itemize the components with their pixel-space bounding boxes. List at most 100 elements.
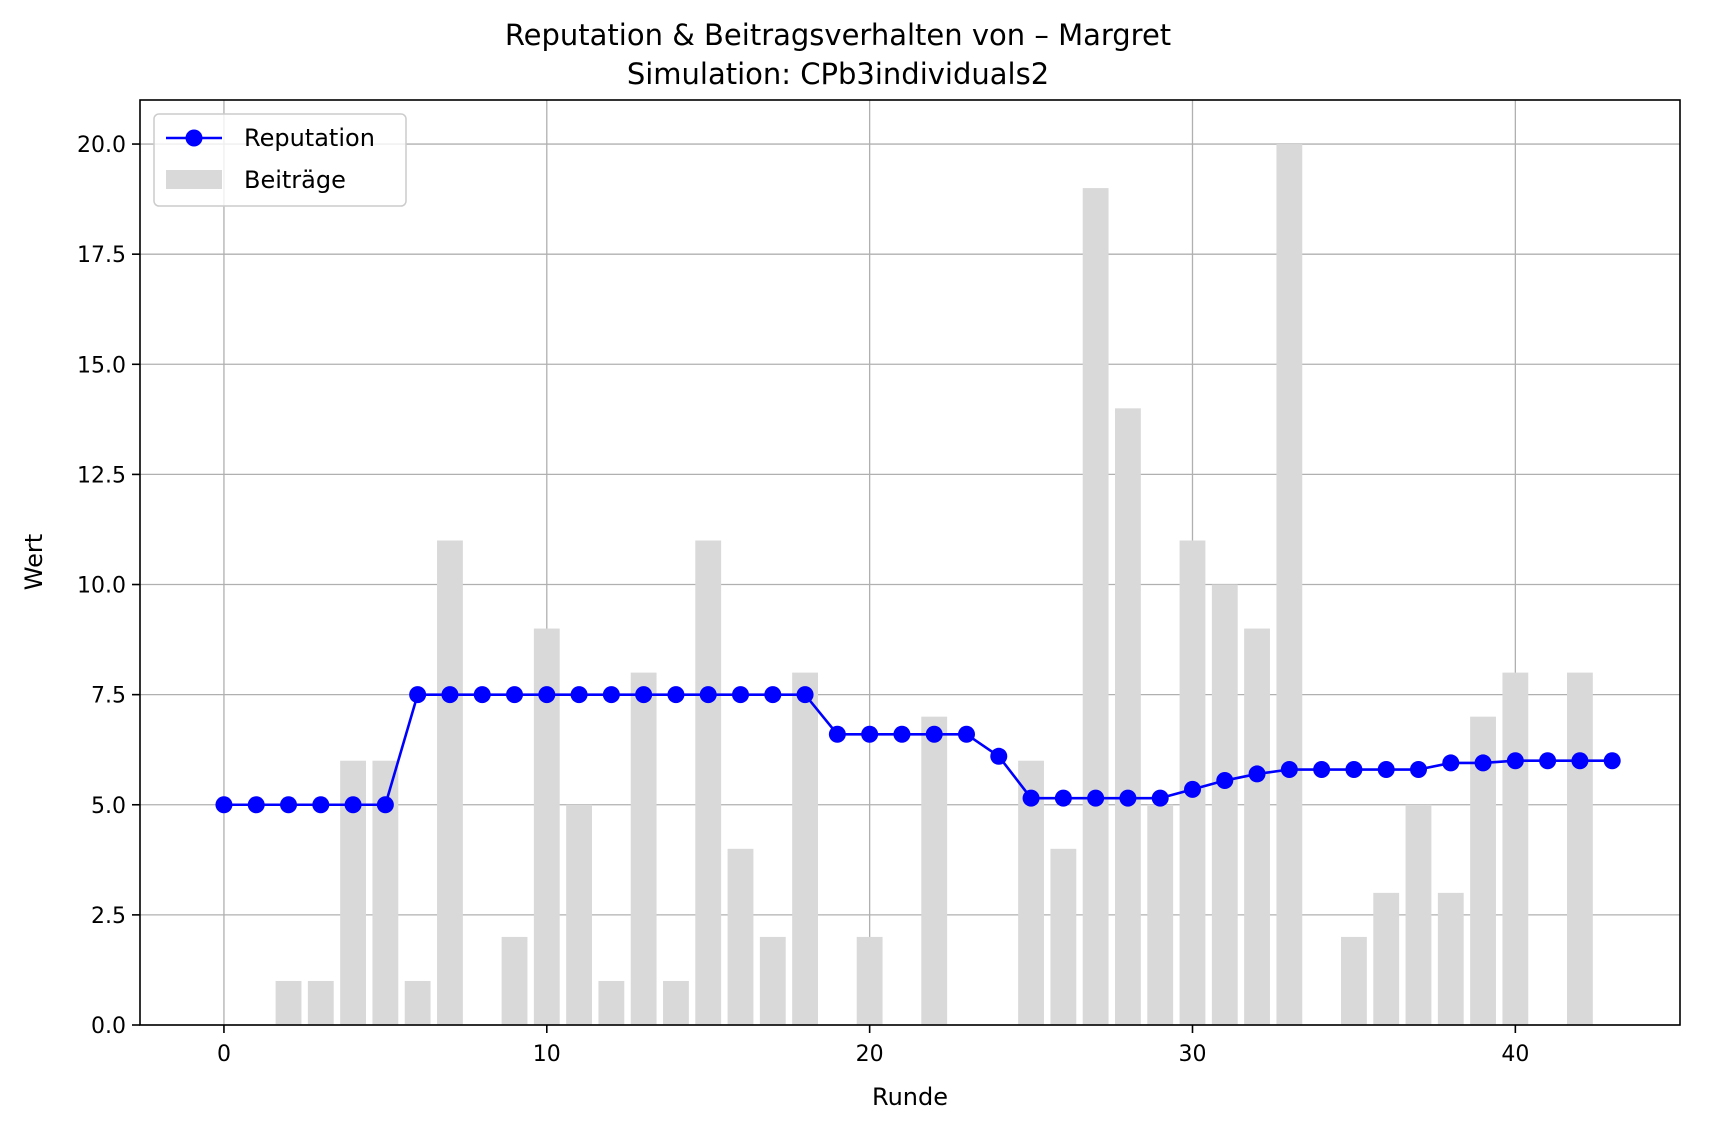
reputation-point [441,686,459,704]
reputation-point [925,725,943,743]
y-tick-label: 17.5 [77,243,126,268]
contribution-bar [630,672,657,1025]
reputation-point [1474,754,1492,772]
reputation-point [376,796,394,814]
reputation-point [506,686,524,704]
reputation-point [1603,752,1621,770]
contribution-bar [759,936,786,1025]
reputation-point [1280,761,1298,779]
contribution-bar [856,936,883,1025]
reputation-point [1442,754,1460,772]
contribution-bar [307,980,334,1025]
contribution-bar [921,716,948,1025]
reputation-point [796,686,814,704]
contribution-bar [1244,628,1270,1025]
reputation-point [1054,789,1072,807]
y-tick-label: 5.0 [91,794,126,819]
reputation-point [247,796,265,814]
chart-title: Reputation & Beitragsverhalten von – Mar… [505,18,1171,52]
contribution-bar [1341,936,1367,1025]
reputation-point [828,725,846,743]
reputation-point [861,725,879,743]
reputation-point [344,796,362,814]
y-tick-label: 10.0 [77,574,126,599]
x-tick-label: 30 [1178,1042,1206,1067]
legend-reputation-marker [185,129,203,147]
x-tick-label: 20 [856,1042,884,1067]
x-axis-label: Runde [872,1083,948,1111]
reputation-point [1377,761,1395,779]
legend-reputation-label: Reputation [244,124,375,152]
contribution-bar [501,936,528,1025]
contribution-bar [1050,848,1077,1025]
reputation-point [667,686,685,704]
contribution-bar [1147,804,1174,1025]
contribution-bar [437,540,463,1025]
contribution-bar [1405,804,1432,1025]
contribution-bar [1373,892,1400,1025]
reputation-markers [215,686,1621,814]
contribution-bar [792,672,818,1025]
reputation-point [312,796,330,814]
contribution-bar [695,540,722,1025]
reputation-point [732,686,750,704]
y-tick-label: 7.5 [91,684,126,709]
reputation-point [764,686,782,704]
x-tick-label: 0 [217,1042,231,1067]
reputation-point [1539,752,1557,770]
reputation-point [538,686,556,704]
y-tick-label: 12.5 [77,463,126,488]
reputation-point [1345,761,1363,779]
plot-frame [139,99,1681,1026]
contribution-bar [1082,188,1109,1026]
reputation-point [1022,789,1040,807]
x-axis-ticks: 0 10 20 30 40 [217,1025,1529,1067]
reputation-point [280,796,298,814]
reputation-point [635,686,653,704]
contribution-bar [1276,144,1303,1026]
y-axis-label: Wert [20,534,48,590]
legend-contribution-label: Beiträge [244,166,346,194]
y-tick-label: 20.0 [77,133,126,158]
reputation-point [1571,752,1589,770]
legend: Reputation Beiträge [153,113,407,207]
contribution-bar [598,980,625,1025]
reputation-point [1313,761,1331,779]
reputation-point [215,796,233,814]
contribution-bar [404,980,431,1025]
chart-subtitle: Simulation: CPb3individuals2 [627,57,1049,91]
reputation-point [602,686,620,704]
x-tick-label: 40 [1501,1042,1529,1067]
contribution-bar [275,980,302,1025]
reputation-point [473,686,491,704]
contribution-bar [1437,892,1464,1025]
y-axis-ticks: 0.0 2.5 5.0 7.5 10.0 12.5 15.0 17.5 20.0 [77,133,140,1039]
y-tick-label: 0.0 [91,1014,126,1039]
reputation-point [1183,780,1201,798]
reputation-point [409,686,427,704]
reputation-point [699,686,717,704]
contribution-bar [663,980,689,1025]
contribution-bar [1567,672,1593,1025]
plot-area [140,100,1680,1025]
reputation-point [1248,765,1266,783]
y-tick-label: 15.0 [77,353,126,378]
contribution-bar [566,804,592,1025]
reputation-point [893,725,911,743]
y-tick-label: 2.5 [91,904,126,929]
reputation-point [1087,789,1105,807]
contribution-bar [1502,672,1529,1025]
reputation-point [990,747,1008,765]
contribution-bar [1115,408,1141,1025]
reputation-point [1151,789,1169,807]
reputation-point [1119,789,1137,807]
reputation-point [1506,752,1524,770]
reputation-point [1216,772,1234,790]
reputation-point [570,686,588,704]
x-tick-label: 10 [533,1042,561,1067]
reputation-point [957,725,975,743]
legend-contribution-swatch [166,170,222,189]
contribution-bar [1211,584,1238,1025]
